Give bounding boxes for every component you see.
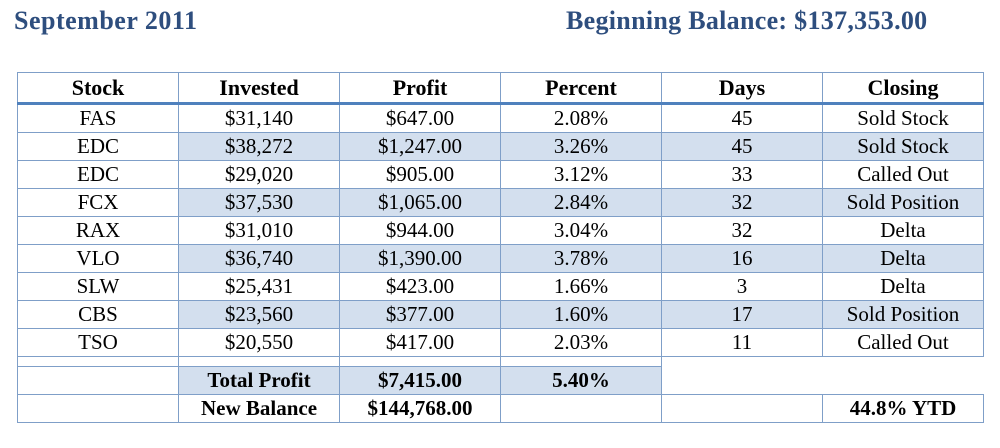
new-balance-row: New Balance $144,768.00 44.8% YTD: [17, 394, 984, 423]
ytd-value: 44.8% YTD: [822, 394, 984, 423]
spacer-cell: [17, 356, 179, 367]
cell-percent: 3.78%: [500, 244, 662, 273]
table-row: VLO $36,740 $1,390.00 3.78% 16 Delta: [17, 244, 984, 273]
cell-stock: EDC: [17, 160, 179, 189]
cell-days: 3: [661, 272, 823, 301]
cell-stock: EDC: [17, 132, 179, 161]
cell-invested: $37,530: [178, 188, 340, 217]
empty-cell: [661, 394, 823, 423]
table-row: RAX $31,010 $944.00 3.04% 32 Delta: [17, 216, 984, 245]
empty-cell: [662, 367, 823, 395]
cell-invested: $31,010: [178, 216, 340, 245]
cell-profit: $905.00: [339, 160, 501, 189]
cell-days: 45: [661, 132, 823, 161]
cell-stock: FCX: [17, 188, 179, 217]
table-row: EDC $38,272 $1,247.00 3.26% 45 Sold Stoc…: [17, 132, 984, 161]
beginning-balance: Beginning Balance: $137,353.00: [566, 6, 928, 35]
cell-profit: $377.00: [339, 300, 501, 329]
cell-profit: $423.00: [339, 272, 501, 301]
cell-profit: $647.00: [339, 103, 501, 133]
spacer-cell: [339, 356, 501, 367]
cell-percent: 3.12%: [500, 160, 662, 189]
cell-profit: $1,065.00: [339, 188, 501, 217]
column-header-profit: Profit: [339, 72, 501, 105]
cell-percent: 3.26%: [500, 132, 662, 161]
cell-stock: SLW: [17, 272, 179, 301]
spacer-cell: [823, 357, 984, 367]
table-row: SLW $25,431 $423.00 1.66% 3 Delta: [17, 272, 984, 301]
total-percent: 5.40%: [500, 366, 662, 395]
new-balance-value: $144,768.00: [339, 394, 501, 423]
cell-stock: VLO: [17, 244, 179, 273]
cell-days: 17: [661, 300, 823, 329]
cell-profit: $417.00: [339, 328, 501, 357]
column-header-days: Days: [661, 72, 823, 105]
cell-closing: Sold Position: [822, 300, 984, 329]
cell-days: 32: [661, 188, 823, 217]
cell-percent: 3.04%: [500, 216, 662, 245]
trades-table: Stock Invested Profit Percent Days Closi…: [17, 72, 984, 423]
cell-profit: $1,390.00: [339, 244, 501, 273]
cell-percent: 1.60%: [500, 300, 662, 329]
cell-closing: Delta: [822, 244, 984, 273]
spacer-cell: [662, 357, 823, 367]
empty-cell: [17, 394, 179, 423]
total-profit-label: Total Profit: [178, 366, 340, 395]
cell-invested: $38,272: [178, 132, 340, 161]
cell-invested: $36,740: [178, 244, 340, 273]
cell-percent: 2.08%: [500, 103, 662, 133]
table-header-row: Stock Invested Profit Percent Days Closi…: [17, 72, 984, 105]
total-profit-value: $7,415.00: [339, 366, 501, 395]
column-header-invested: Invested: [178, 72, 340, 105]
cell-invested: $31,140: [178, 103, 340, 133]
table-row: TSO $20,550 $417.00 2.03% 11 Called Out: [17, 328, 984, 357]
cell-closing: Sold Position: [822, 188, 984, 217]
cell-invested: $20,550: [178, 328, 340, 357]
table-row: CBS $23,560 $377.00 1.60% 17 Sold Positi…: [17, 300, 984, 329]
spacer-row: [17, 356, 984, 367]
cell-closing: Sold Stock: [822, 132, 984, 161]
cell-closing: Called Out: [822, 160, 984, 189]
cell-closing: Delta: [822, 272, 984, 301]
spacer-cell: [500, 356, 662, 367]
cell-days: 11: [661, 328, 823, 357]
new-balance-label: New Balance: [178, 394, 340, 423]
cell-days: 16: [661, 244, 823, 273]
cell-days: 33: [661, 160, 823, 189]
cell-closing: Called Out: [822, 328, 984, 357]
cell-profit: $944.00: [339, 216, 501, 245]
empty-cell: [823, 367, 984, 395]
cell-percent: 1.66%: [500, 272, 662, 301]
cell-percent: 2.84%: [500, 188, 662, 217]
cell-stock: CBS: [17, 300, 179, 329]
spacer-cell: [178, 356, 340, 367]
cell-stock: TSO: [17, 328, 179, 357]
empty-cell: [17, 366, 179, 395]
table-row: FAS $31,140 $647.00 2.08% 45 Sold Stock: [17, 103, 984, 133]
cell-invested: $25,431: [178, 272, 340, 301]
empty-cell: [500, 394, 662, 423]
column-header-stock: Stock: [17, 72, 179, 105]
cell-invested: $23,560: [178, 300, 340, 329]
cell-stock: RAX: [17, 216, 179, 245]
column-header-closing: Closing: [822, 72, 984, 105]
cell-profit: $1,247.00: [339, 132, 501, 161]
cell-stock: FAS: [17, 103, 179, 133]
cell-days: 32: [661, 216, 823, 245]
total-profit-row: Total Profit $7,415.00 5.40%: [17, 366, 984, 395]
table-row: EDC $29,020 $905.00 3.12% 33 Called Out: [17, 160, 984, 189]
cell-days: 45: [661, 103, 823, 133]
cell-closing: Delta: [822, 216, 984, 245]
table-row: FCX $37,530 $1,065.00 2.84% 32 Sold Posi…: [17, 188, 984, 217]
cell-invested: $29,020: [178, 160, 340, 189]
column-header-percent: Percent: [500, 72, 662, 105]
cell-percent: 2.03%: [500, 328, 662, 357]
cell-closing: Sold Stock: [822, 103, 984, 133]
month-title: September 2011: [14, 6, 198, 35]
